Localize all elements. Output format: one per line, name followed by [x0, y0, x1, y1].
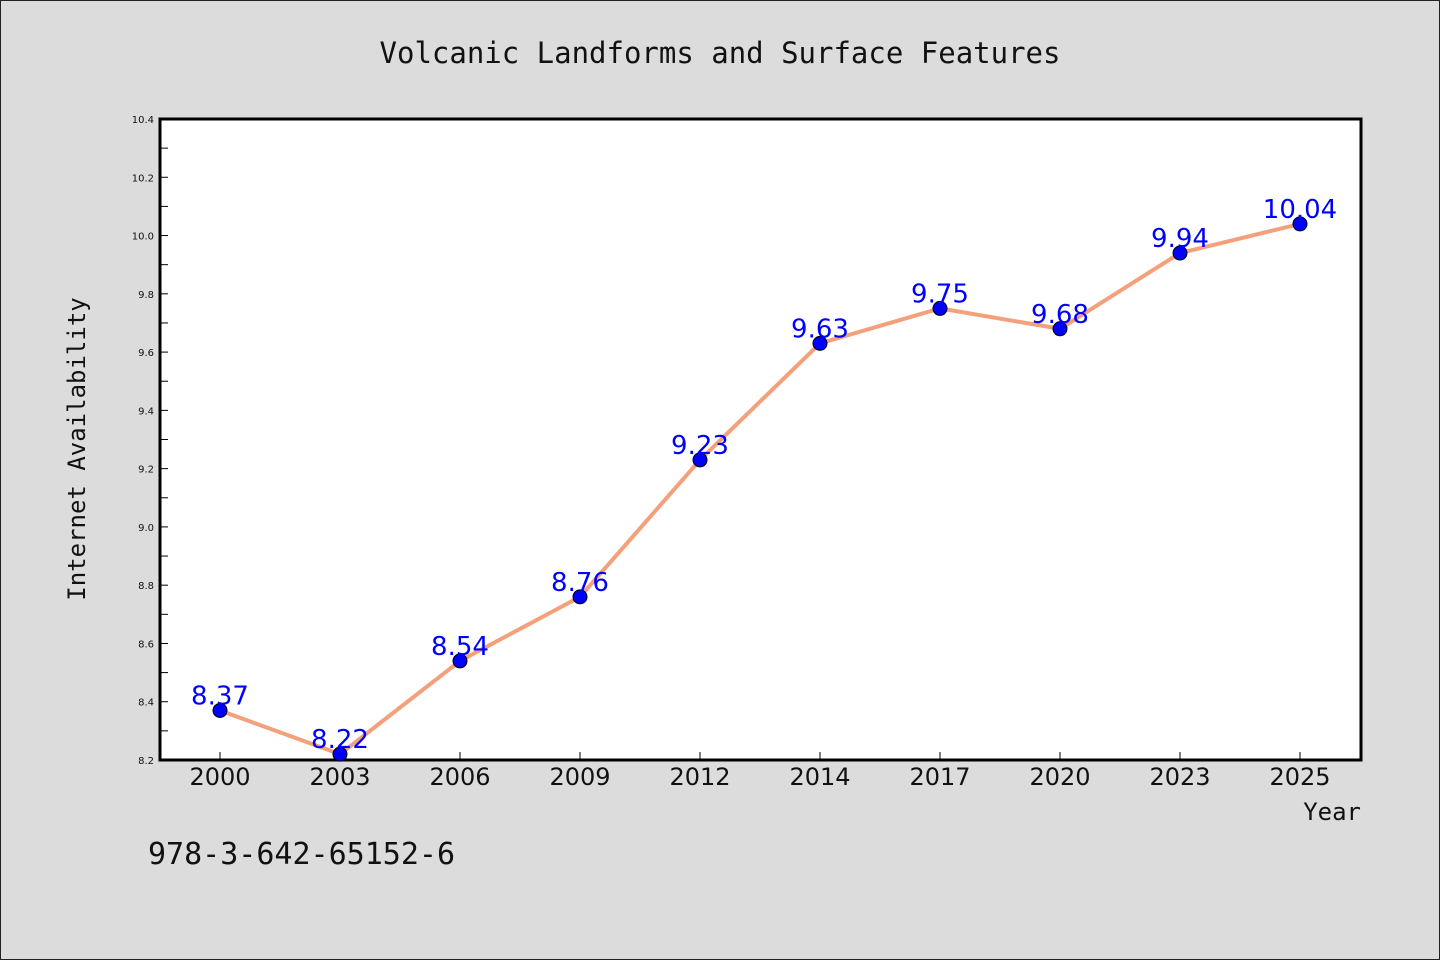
data-label: 8.76 — [551, 568, 609, 598]
y-tick-label: 9.4 — [138, 406, 154, 417]
data-label: 10.04 — [1263, 195, 1337, 225]
y-tick-label: 9.0 — [138, 523, 154, 534]
chart-title: Volcanic Landforms and Surface Features — [380, 36, 1061, 70]
series-line — [218, 221, 1302, 757]
data-labels-group: 8.37 8.22 8.54 8.76 9.23 9.63 9.75 9.68 9.94 10.0… — [191, 195, 1337, 755]
x-tick-label: 2014 — [789, 763, 850, 791]
data-point — [212, 702, 228, 718]
x-tick-label: 2012 — [669, 763, 730, 791]
data-point — [1052, 321, 1068, 337]
y-tick-label: 8.4 — [138, 698, 154, 709]
data-label: 9.68 — [1031, 300, 1089, 330]
x-tick-label: 2023 — [1149, 763, 1210, 791]
x-tick-label: 2006 — [429, 763, 490, 791]
x-axis: 2000 2003 2006 2009 2012 2014 2017 2020 2023 2025 — [189, 752, 1331, 791]
data-point — [812, 335, 828, 351]
data-point — [572, 589, 588, 605]
data-label: 9.75 — [911, 279, 969, 309]
data-point — [452, 653, 468, 669]
data-point — [1172, 245, 1188, 261]
y-tick-label: 8.2 — [138, 756, 154, 767]
x-tick-label: 2025 — [1269, 763, 1330, 791]
y-axis-label: Internet Availability — [63, 297, 91, 600]
markers-group — [212, 216, 1308, 762]
data-point — [1292, 216, 1308, 232]
y-tick-label: 9.2 — [138, 465, 154, 476]
y-tick-label: 10.2 — [132, 173, 154, 184]
data-point — [332, 746, 348, 762]
x-tick-label: 2003 — [309, 763, 370, 791]
data-label: 8.37 — [191, 681, 249, 711]
x-tick-label: 2000 — [189, 763, 250, 791]
series-line-group — [218, 221, 1302, 757]
y-tick-label: 8.6 — [138, 639, 154, 650]
x-tick-label: 2020 — [1029, 763, 1090, 791]
data-label: 8.54 — [431, 632, 489, 662]
y-tick-label: 9.6 — [138, 348, 154, 359]
y-tick-label: 10.4 — [132, 115, 154, 126]
footer-isbn: 978-3-642-65152-6 — [148, 837, 455, 872]
y-tick-label: 8.8 — [138, 581, 154, 592]
data-point — [932, 300, 948, 316]
data-label: 9.23 — [671, 431, 729, 461]
data-label: 9.94 — [1151, 224, 1209, 254]
x-tick-label: 2017 — [909, 763, 970, 791]
x-axis-label: Year — [1303, 798, 1361, 826]
y-axis: 8.2 8.4 8.6 8.8 9.0 9.2 9.4 9.6 9.8 10.0 10.2 10.4 — [132, 115, 168, 767]
y-tick-label: 10.0 — [132, 232, 154, 243]
y-tick-label: 9.8 — [138, 290, 154, 301]
data-label: 9.63 — [791, 314, 849, 344]
data-label: 8.22 — [311, 725, 369, 755]
plot-area — [158, 117, 1363, 762]
x-tick-label: 2009 — [549, 763, 610, 791]
data-point — [692, 452, 708, 468]
